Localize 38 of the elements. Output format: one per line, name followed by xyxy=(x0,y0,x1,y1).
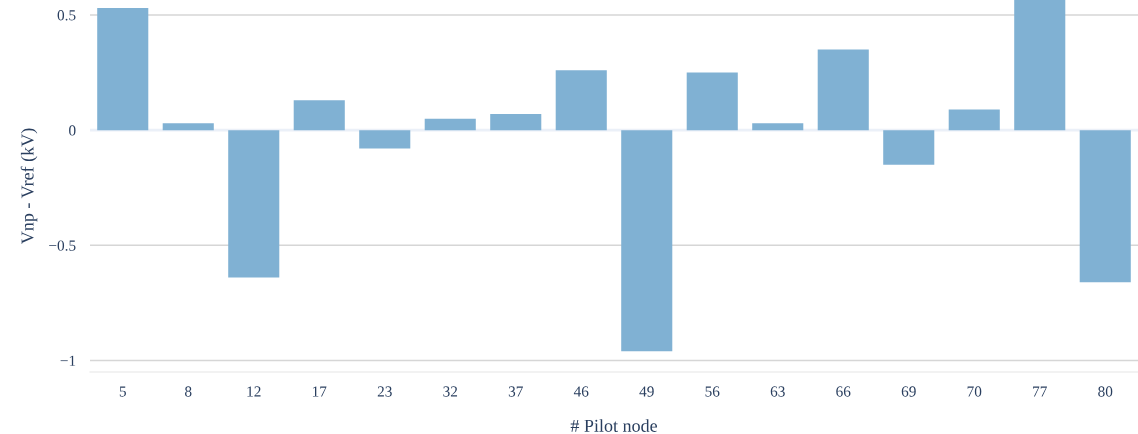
y-tick-label: 0.5 xyxy=(57,10,76,21)
bar xyxy=(490,114,542,131)
bar xyxy=(883,130,935,165)
x-tick-label: 69 xyxy=(901,386,916,397)
x-axis-title: # Pilot node xyxy=(570,419,658,432)
y-axis-title: Vnp - Vref (kV) xyxy=(20,128,38,245)
x-tick-label: 12 xyxy=(247,386,261,397)
x-tick-label: 80 xyxy=(1098,386,1113,397)
y-tick-label: −0.5 xyxy=(49,240,76,251)
bar xyxy=(1079,130,1131,283)
bar xyxy=(97,8,149,131)
bar xyxy=(817,49,869,131)
x-tick-label: 37 xyxy=(508,386,523,397)
y-tick-label: −1 xyxy=(60,355,76,366)
bar xyxy=(424,118,476,131)
x-tick-label: 63 xyxy=(770,386,785,397)
x-tick-label: 5 xyxy=(119,386,126,397)
x-tick-label: 8 xyxy=(185,386,192,397)
bar xyxy=(162,123,214,131)
x-tick-label: 49 xyxy=(639,386,654,397)
bar xyxy=(752,123,804,131)
bar xyxy=(686,72,738,131)
x-tick-label: 46 xyxy=(573,386,589,397)
bar xyxy=(359,130,411,149)
y-tick-label: 0 xyxy=(69,125,76,136)
bar xyxy=(555,70,607,131)
bar xyxy=(228,130,280,278)
x-tick-label: 56 xyxy=(705,386,720,397)
bar xyxy=(1014,0,1066,131)
x-tick-label: 32 xyxy=(443,386,458,397)
x-tick-label: 66 xyxy=(836,386,851,397)
x-tick-label: 70 xyxy=(967,386,982,397)
bar xyxy=(293,100,345,131)
x-tick-label: 17 xyxy=(312,386,327,397)
x-tick-label: 77 xyxy=(1033,386,1047,397)
bar xyxy=(948,109,1000,131)
x-tick-label: 23 xyxy=(377,386,392,397)
bar xyxy=(621,130,673,352)
